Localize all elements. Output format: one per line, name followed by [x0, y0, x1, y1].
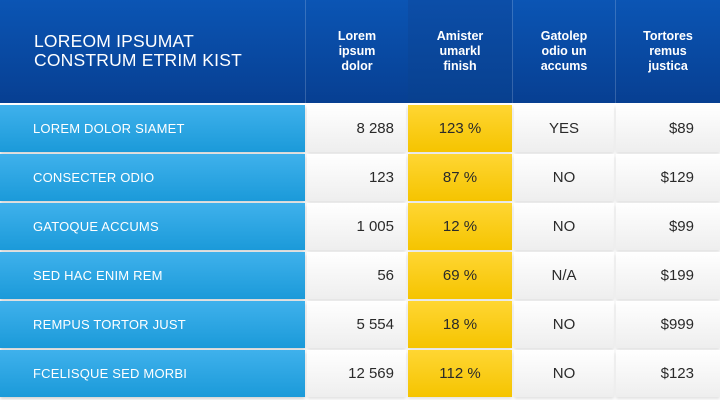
- cell-gatolep-odio-un-accums: NO: [514, 154, 614, 201]
- cell-gatolep-odio-un-accums: YES: [514, 105, 614, 152]
- cell-lorem-ipsum-dolor: 12 569: [307, 350, 406, 397]
- cell-tortores-remus-justica: $99: [616, 203, 720, 250]
- header-divider: [305, 0, 306, 103]
- table-row: GATOQUE ACCUMS 1 005 12 % NO $99: [0, 203, 720, 252]
- cell-amister-umarkl-finish: 87 %: [408, 154, 512, 201]
- row-label: SED HAC ENIM REM: [0, 252, 305, 299]
- table-header: LOREOM IPSUMAT CONSTRUM ETRIM KIST Lorem…: [0, 0, 720, 103]
- cell-lorem-ipsum-dolor: 8 288: [307, 105, 406, 152]
- column-header-lorem-ipsum-dolor: Lorem ipsum dolor: [306, 0, 408, 103]
- cell-tortores-remus-justica: $999: [616, 301, 720, 348]
- column-header-label: Lorem ipsum dolor: [337, 29, 377, 73]
- column-header-label: Gatolep odio un accums: [540, 29, 588, 73]
- column-header-label: Amister umarkl finish: [436, 29, 484, 73]
- cell-gatolep-odio-un-accums: NO: [514, 203, 614, 250]
- cell-lorem-ipsum-dolor: 1 005: [307, 203, 406, 250]
- cell-gatolep-odio-un-accums: N/A: [514, 252, 614, 299]
- row-label: FCELISQUE SED MORBI: [0, 350, 305, 397]
- cell-amister-umarkl-finish: 69 %: [408, 252, 512, 299]
- column-header-gatolep-odio-un-accums: Gatolep odio un accums: [513, 0, 615, 103]
- cell-amister-umarkl-finish: 112 %: [408, 350, 512, 397]
- row-label: CONSECTER ODIO: [0, 154, 305, 201]
- cell-tortores-remus-justica: $199: [616, 252, 720, 299]
- column-header-amister-umarkl-finish: Amister umarkl finish: [408, 0, 512, 103]
- cell-lorem-ipsum-dolor: 56: [307, 252, 406, 299]
- table-row: CONSECTER ODIO 123 87 % NO $129: [0, 154, 720, 203]
- row-label: LOREM DOLOR SIAMET: [0, 105, 305, 152]
- header-divider: [512, 0, 513, 103]
- cell-amister-umarkl-finish: 123 %: [408, 105, 512, 152]
- table-row: LOREM DOLOR SIAMET 8 288 123 % YES $89: [0, 105, 720, 154]
- cell-tortores-remus-justica: $123: [616, 350, 720, 397]
- cell-lorem-ipsum-dolor: 5 554: [307, 301, 406, 348]
- column-header-label: Tortores remus justica: [643, 29, 693, 73]
- cell-amister-umarkl-finish: 18 %: [408, 301, 512, 348]
- table-row: FCELISQUE SED MORBI 12 569 112 % NO $123: [0, 350, 720, 399]
- table-title-line-1: LOREOM IPSUMAT: [34, 31, 194, 51]
- cell-tortores-remus-justica: $129: [616, 154, 720, 201]
- cell-lorem-ipsum-dolor: 123: [307, 154, 406, 201]
- table-title-line-2: CONSTRUM ETRIM KIST: [34, 50, 242, 70]
- row-label: GATOQUE ACCUMS: [0, 203, 305, 250]
- header-divider: [615, 0, 616, 103]
- table-title: LOREOM IPSUMAT CONSTRUM ETRIM KIST: [34, 32, 302, 70]
- row-label: REMPUS TORTOR JUST: [0, 301, 305, 348]
- cell-gatolep-odio-un-accums: NO: [514, 301, 614, 348]
- table-row: REMPUS TORTOR JUST 5 554 18 % NO $999: [0, 301, 720, 350]
- cell-gatolep-odio-un-accums: NO: [514, 350, 614, 397]
- column-header-tortores-remus-justica: Tortores remus justica: [616, 0, 720, 103]
- cell-tortores-remus-justica: $89: [616, 105, 720, 152]
- cell-amister-umarkl-finish: 12 %: [408, 203, 512, 250]
- table-row: SED HAC ENIM REM 56 69 % N/A $199: [0, 252, 720, 301]
